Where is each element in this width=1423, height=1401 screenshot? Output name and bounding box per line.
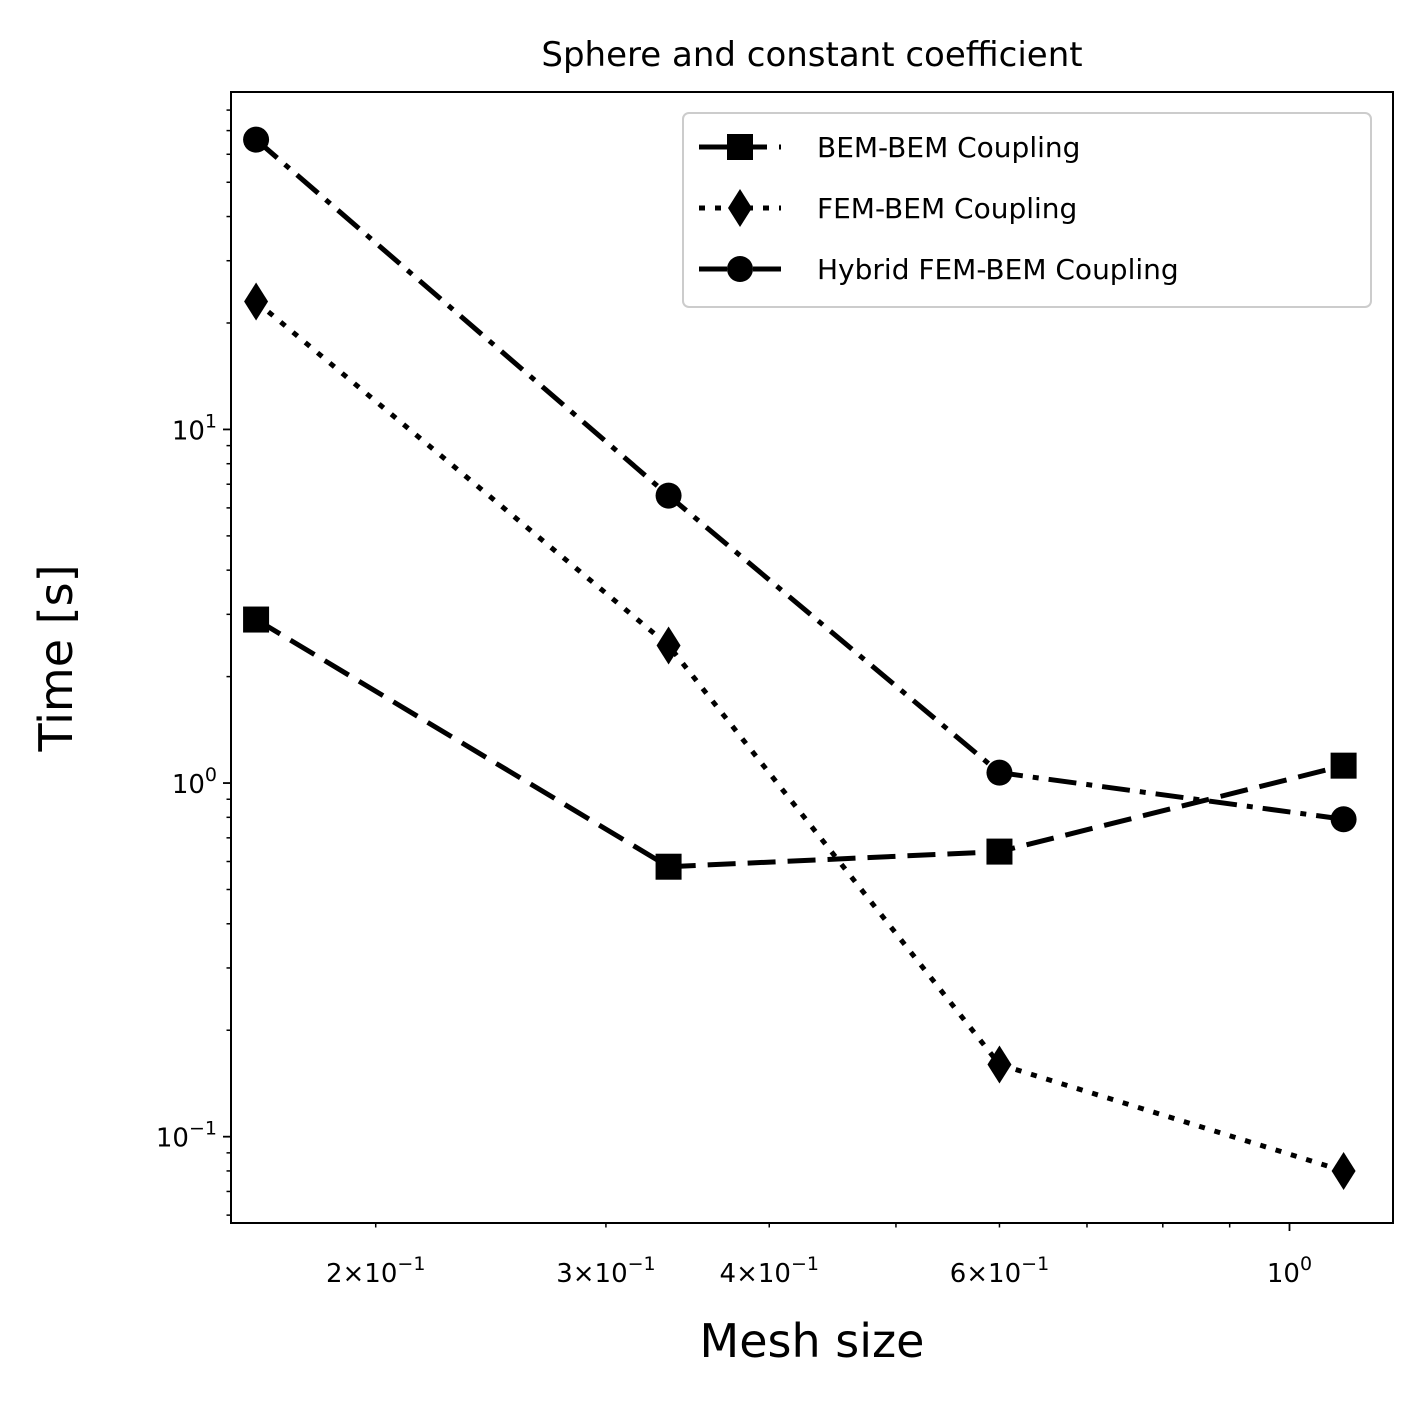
- data-point: [986, 759, 1013, 786]
- series-line: [254, 137, 1344, 822]
- y-tick-label: 10−1: [156, 1118, 217, 1154]
- data-point: [1330, 752, 1357, 779]
- legend-marker: [728, 189, 752, 227]
- legend-box: [682, 112, 1372, 308]
- data-point: [1331, 1151, 1356, 1190]
- plot-frame: [230, 91, 1394, 1224]
- legend-marker: [727, 134, 753, 160]
- chart-title: Sphere and constant coefficient: [541, 35, 1082, 75]
- x-axis-label: Mesh size: [700, 1314, 925, 1368]
- legend-marker: [727, 256, 753, 282]
- data-point: [987, 1045, 1012, 1084]
- y-tick-label: 101: [172, 410, 217, 446]
- legend: BEM-BEM Coupling FEM-BEM Coupling Hybrid F…: [682, 112, 1372, 308]
- data-point: [243, 606, 270, 633]
- series-markers: [243, 126, 1357, 1190]
- series-line: [254, 617, 1345, 870]
- data-point: [244, 282, 269, 321]
- x-tick-label: 4×10−1: [720, 1253, 819, 1289]
- series-line: [254, 299, 1345, 1174]
- data-point: [986, 838, 1013, 865]
- x-tick-label: 3×10−1: [556, 1253, 655, 1289]
- data-point: [655, 853, 682, 880]
- legend-label: Hybrid FEM-BEM Coupling: [817, 253, 1179, 286]
- legend-label: FEM-BEM Coupling: [817, 192, 1077, 225]
- data-point: [1330, 806, 1357, 833]
- data-point: [656, 626, 681, 665]
- x-tick-label: 100: [1267, 1253, 1312, 1289]
- y-axis-label: Time [s]: [29, 564, 83, 752]
- series-lines: [254, 137, 1345, 1174]
- data-point: [655, 482, 682, 509]
- data-point: [243, 126, 270, 153]
- legend-label: BEM-BEM Coupling: [817, 131, 1080, 164]
